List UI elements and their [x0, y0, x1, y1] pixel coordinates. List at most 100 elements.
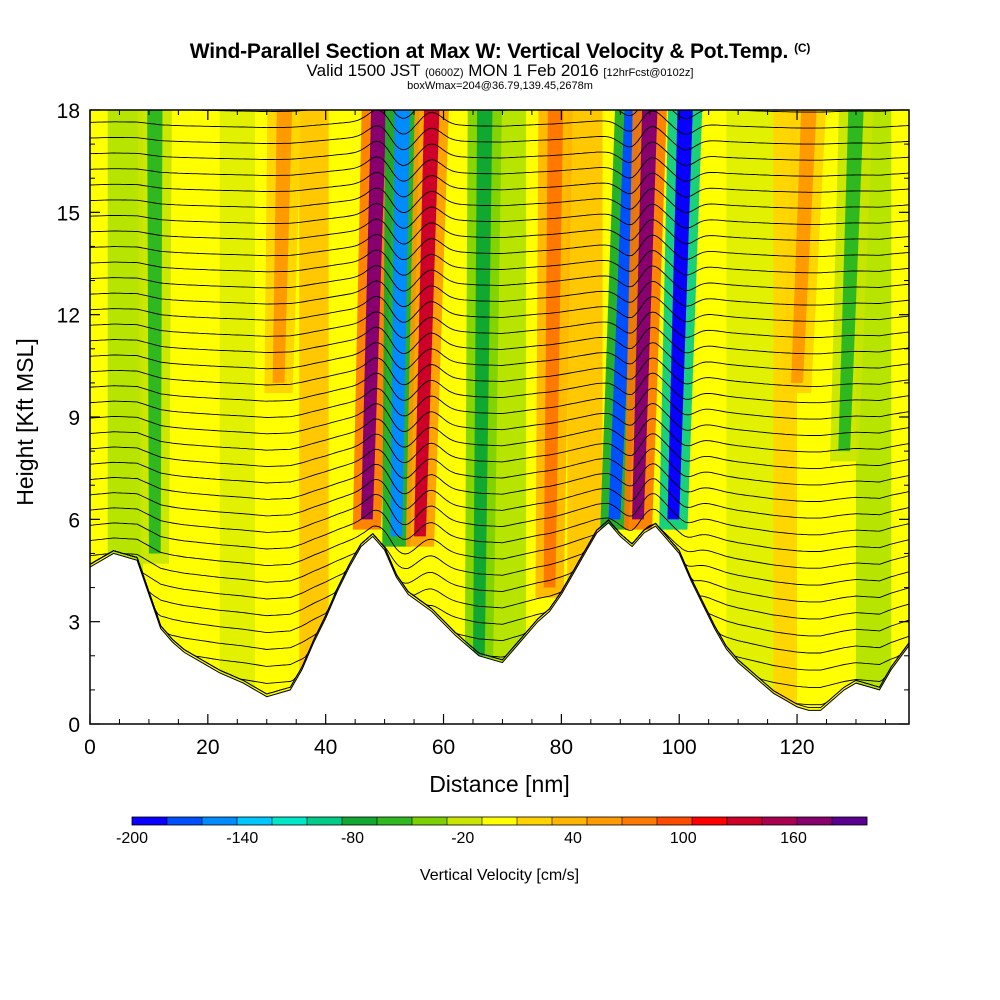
plot-area [90, 110, 909, 724]
colorbar-swatch [482, 817, 518, 825]
isentrope-line [90, 187, 909, 213]
colorbar-swatch [237, 817, 273, 825]
velocity-feature [390, 110, 410, 537]
isentrope-line [90, 280, 909, 308]
y-tick-label: 12 [57, 305, 80, 328]
colorbar-swatch [132, 817, 168, 825]
chart-subtitle-box: boxWmax=204@36.79,139.45,2678m [407, 80, 593, 92]
isentrope-line [90, 218, 909, 245]
velocity-feature [414, 110, 440, 537]
y-tick-label: 15 [57, 202, 80, 225]
velocity-feature [838, 110, 864, 452]
isentrope-line [90, 508, 909, 552]
x-tick-label: 120 [780, 736, 815, 759]
colorbar-tick-label: 40 [564, 830, 582, 847]
isentrope-line [90, 519, 909, 688]
subtitle-valid: Valid 1500 JST [306, 61, 421, 80]
isentrope-line [90, 519, 909, 586]
y-tick-label: 0 [68, 714, 80, 737]
colorbar-swatch [762, 817, 798, 825]
colorbar-swatch [307, 817, 343, 825]
colorbar-swatch [587, 817, 623, 825]
isentrope-line [90, 519, 909, 637]
axes: 0 20 40 60 80 100 120 0 3 6 9 12 15 18 Distance [nm] He… [12, 100, 909, 797]
chart-title-text: Wind-Parallel Section at Max W: Vertical… [189, 40, 789, 63]
isentrope-line [90, 433, 909, 469]
colorbar-swatch [412, 817, 448, 825]
isentrope-line [90, 493, 909, 536]
colorbar-swatch [797, 817, 833, 825]
colorbar-tick-label: -20 [451, 830, 474, 847]
isentrope-line [90, 125, 909, 151]
isentrope-line [90, 357, 909, 387]
colorbar-swatch [657, 817, 693, 825]
isentrope-line [90, 234, 909, 261]
colorbar-swatch [552, 817, 588, 825]
isentrope-line [90, 156, 909, 182]
chart-subtitle: Valid 1500 JST (0600Z) MON 1 Feb 2016 [1… [0, 62, 1000, 82]
isentrope-line [90, 418, 909, 453]
x-tick-label: 20 [196, 736, 219, 759]
isentrope-line [90, 387, 909, 420]
isentrope-line [90, 448, 909, 486]
isentrope-line [90, 403, 909, 436]
isentrope-line [90, 110, 909, 135]
isentrope-line [90, 519, 909, 569]
colorbar-swatch [447, 817, 483, 825]
colorbar-title: Vertical Velocity [cm/s] [420, 867, 579, 884]
velocity-feature [361, 110, 387, 520]
velocity-feature [543, 110, 564, 588]
isentrope-line [90, 519, 909, 654]
velocity-feature [632, 110, 658, 520]
velocity-feature [472, 110, 493, 656]
y-tick-label: 6 [68, 509, 80, 532]
isentrope-line [90, 519, 909, 620]
isentrope-line [90, 519, 909, 603]
velocity-feature [272, 110, 293, 383]
velocity-feature [791, 110, 817, 383]
colorbar-tick-label: 100 [670, 830, 697, 847]
isentrope-line [90, 311, 909, 339]
x-tick-label: 40 [314, 736, 337, 759]
x-tick-label: 100 [662, 736, 697, 759]
colorbar-swatch [202, 817, 238, 825]
colorbar-tick-label: -80 [341, 830, 364, 847]
chart-title: Wind-Parallel Section at Max W: Vertical… [0, 36, 1000, 64]
subtitle-utc: (0600Z) [425, 67, 464, 79]
isentrope-line [90, 203, 909, 229]
colorbar-swatch [377, 817, 413, 825]
isentrope-line [90, 172, 909, 198]
colorbar-swatch [692, 817, 728, 825]
colorbar-swatch [622, 817, 658, 825]
copyright-mark: (C) [794, 41, 811, 55]
x-tick-label: 80 [550, 736, 573, 759]
colorbar-tick-label: 160 [780, 830, 807, 847]
isentrope-line [90, 519, 909, 671]
colorbar: -200 -140 -80 -20 40 100 160 Vertical Velocity … [116, 816, 868, 884]
x-tick-label: 60 [432, 736, 455, 759]
isentrope-line [90, 342, 909, 371]
isentrope-line [90, 478, 909, 519]
y-tick-label: 3 [68, 612, 80, 635]
subtitle-date: MON 1 Feb 2016 [468, 61, 599, 80]
colorbar-tick-label: -200 [116, 830, 148, 847]
velocity-band [219, 110, 255, 724]
isentrope-line [90, 249, 909, 276]
colorbar-swatch [272, 817, 308, 825]
isentrope-line [90, 463, 909, 502]
subtitle-forecast: [12hrFcst@0102z] [603, 67, 694, 79]
velocity-band [726, 110, 774, 724]
colorbar-swatch [517, 817, 553, 825]
colorbar-frame [131, 816, 868, 826]
isentrope-line [90, 326, 909, 355]
title-block: Wind-Parallel Section at Max W: Vertical… [0, 36, 1000, 92]
y-axis-title: Height [Kft MSL] [12, 338, 38, 505]
y-tick-label: 18 [57, 100, 80, 123]
isentrope-line [90, 140, 909, 167]
velocity-feature [147, 110, 163, 554]
y-tick-label: 9 [68, 407, 80, 430]
x-axis-title: Distance [nm] [429, 771, 570, 797]
x-tick-label: 0 [84, 736, 96, 759]
colorbar-swatch [342, 817, 378, 825]
